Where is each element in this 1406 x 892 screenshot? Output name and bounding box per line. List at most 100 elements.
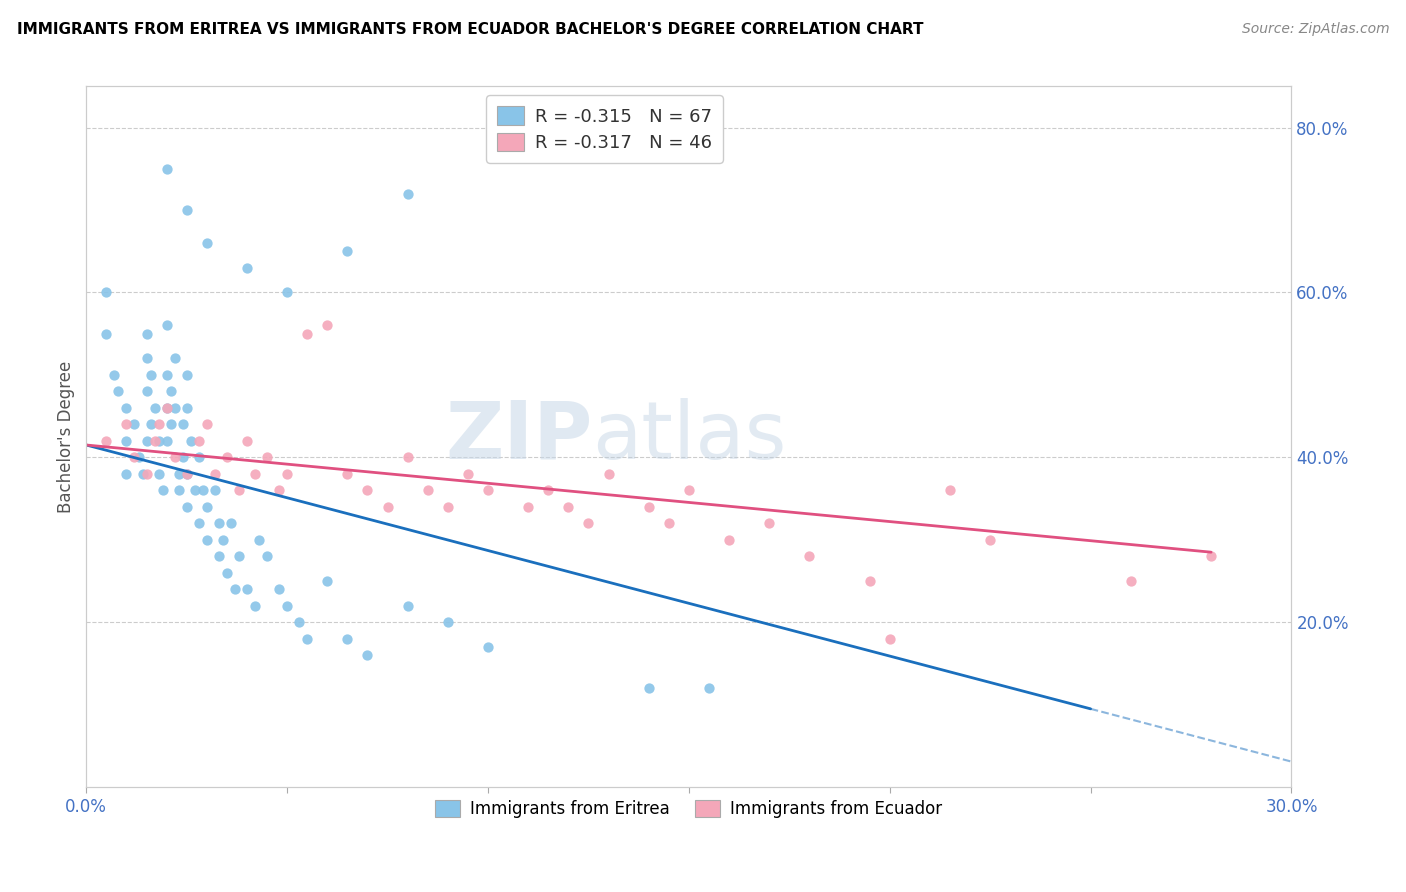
Point (156, 161, 179, 176)
Point (336, 244, 359, 259)
Point (195, 235, 218, 250)
Point (208, 549, 231, 564)
Point (457, 467, 479, 481)
Point (143, 401, 166, 415)
Point (437, 500, 460, 514)
Point (96, 326, 118, 341)
Point (678, 483, 700, 498)
Point (184, 483, 207, 498)
Point (228, 549, 250, 564)
Point (637, 681, 659, 696)
Point (176, 202, 198, 217)
Point (103, 368, 125, 382)
Point (598, 467, 620, 481)
Point (557, 500, 579, 514)
Point (115, 434, 138, 448)
Point (156, 401, 179, 415)
Point (396, 450, 419, 465)
Point (247, 533, 270, 547)
Point (176, 500, 198, 514)
Point (167, 467, 190, 481)
Point (180, 434, 202, 448)
Point (416, 483, 439, 498)
Y-axis label: Bachelor's Degree: Bachelor's Degree (58, 360, 75, 513)
Point (115, 401, 138, 415)
Point (658, 516, 681, 531)
Point (297, 326, 319, 341)
Point (148, 417, 170, 432)
Point (187, 434, 209, 448)
Point (167, 483, 190, 498)
Point (377, 500, 399, 514)
Text: Source: ZipAtlas.com: Source: ZipAtlas.com (1241, 22, 1389, 37)
Point (204, 467, 226, 481)
Point (195, 417, 218, 432)
Point (172, 417, 194, 432)
Point (224, 582, 246, 597)
Point (228, 483, 250, 498)
Point (1199, 549, 1222, 564)
Point (115, 467, 138, 481)
Point (135, 326, 157, 341)
Point (879, 632, 901, 646)
Point (697, 681, 720, 696)
Point (297, 632, 319, 646)
Point (135, 351, 157, 366)
Point (195, 533, 218, 547)
Point (396, 599, 419, 613)
Point (152, 483, 174, 498)
Point (578, 516, 600, 531)
Point (156, 368, 179, 382)
Point (243, 467, 266, 481)
Point (215, 450, 238, 465)
Point (176, 401, 198, 415)
Point (163, 401, 186, 415)
Point (204, 483, 226, 498)
Text: IMMIGRANTS FROM ERITREA VS IMMIGRANTS FROM ECUADOR BACHELOR'S DEGREE CORRELATION: IMMIGRANTS FROM ERITREA VS IMMIGRANTS FR… (17, 22, 924, 37)
Point (1119, 574, 1142, 588)
Point (316, 574, 339, 588)
Point (859, 574, 882, 588)
Point (477, 640, 499, 654)
Point (212, 533, 235, 547)
Point (159, 384, 181, 399)
Point (336, 467, 359, 481)
Point (243, 599, 266, 613)
Point (135, 384, 157, 399)
Point (96, 434, 118, 448)
Point (172, 450, 194, 465)
Point (637, 500, 659, 514)
Point (143, 434, 166, 448)
Point (276, 467, 298, 481)
Point (128, 450, 150, 465)
Point (269, 483, 291, 498)
Point (124, 450, 146, 465)
Point (156, 401, 179, 415)
Point (718, 533, 741, 547)
Point (124, 417, 146, 432)
Point (979, 533, 1001, 547)
Point (176, 467, 198, 481)
Point (148, 467, 170, 481)
Text: atlas: atlas (592, 398, 787, 475)
Point (799, 549, 821, 564)
Point (163, 450, 186, 465)
Point (356, 648, 378, 663)
Point (195, 500, 218, 514)
Point (356, 483, 378, 498)
Point (215, 566, 238, 580)
Point (159, 417, 181, 432)
Point (477, 483, 499, 498)
Point (139, 368, 162, 382)
Point (187, 450, 209, 465)
Point (537, 483, 560, 498)
Point (187, 516, 209, 531)
Point (288, 615, 311, 630)
Point (156, 434, 179, 448)
Point (236, 260, 259, 275)
Point (96, 285, 118, 300)
Point (208, 516, 231, 531)
Point (156, 318, 179, 333)
Point (236, 434, 259, 448)
Point (236, 582, 259, 597)
